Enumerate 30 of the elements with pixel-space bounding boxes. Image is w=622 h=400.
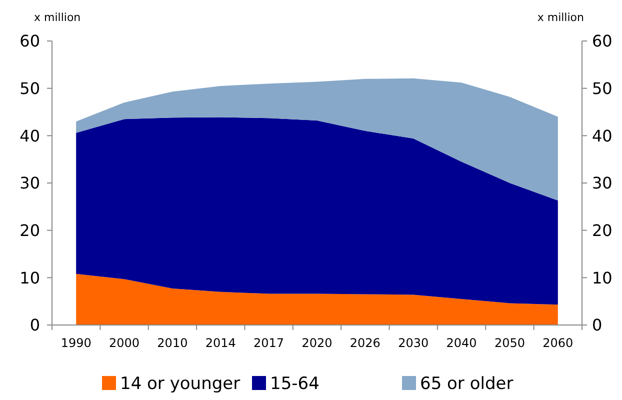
x-tick-label: 2040 [446, 336, 477, 350]
y-tick-label: 50 [20, 78, 40, 98]
x-tick-label: 1990 [60, 336, 92, 350]
x-tick-label: 2010 [157, 336, 188, 350]
y-tick-label: 40 [20, 126, 40, 146]
y2-tick-label: 10 [592, 268, 612, 288]
y-tick-label: 30 [20, 174, 40, 193]
y2-tick-label: 20 [592, 220, 612, 240]
x-tick-label: 2014 [205, 336, 236, 350]
y2-tick-label: 40 [592, 126, 612, 146]
x-tick-label: 2030 [398, 336, 429, 350]
x-tick-label: 2026 [350, 336, 380, 350]
y-tick-label: 0 [30, 316, 40, 335]
x-tick-label: 2017 [254, 336, 284, 350]
y2-tick-label: 30 [592, 174, 612, 193]
y-tick-label: 20 [20, 220, 40, 240]
x-tick-label: 2060 [542, 336, 574, 350]
y-axis-title: x million [34, 11, 81, 24]
y2-axis-title: x million [537, 11, 584, 24]
x-tick-label: 2000 [109, 336, 140, 350]
x-tick-label: 2020 [302, 336, 332, 350]
legend-label: 14 or younger [120, 374, 240, 394]
y2-tick-label: 0 [592, 316, 602, 335]
y2-tick-label: 60 [592, 32, 612, 51]
x-tick-label: 2050 [494, 336, 525, 350]
y-tick-label: 60 [20, 32, 40, 51]
y-tick-label: 10 [20, 268, 40, 288]
legend-label: 15-64 [270, 374, 320, 394]
y2-tick-label: 50 [592, 78, 612, 98]
legend-label: 65 or older [420, 374, 514, 394]
